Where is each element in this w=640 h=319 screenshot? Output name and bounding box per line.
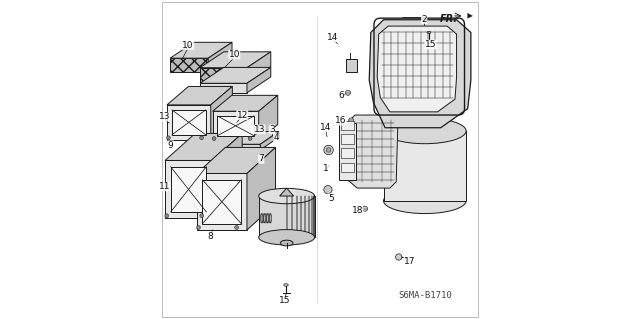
Text: 14: 14 (320, 122, 332, 132)
Text: 3: 3 (269, 125, 275, 134)
Ellipse shape (270, 213, 271, 223)
Text: 4: 4 (273, 133, 279, 142)
Ellipse shape (259, 188, 315, 204)
Polygon shape (259, 196, 315, 237)
Text: 12: 12 (237, 111, 248, 120)
Text: 18: 18 (352, 206, 364, 215)
Polygon shape (247, 52, 271, 83)
Polygon shape (202, 180, 241, 224)
Ellipse shape (427, 31, 431, 33)
Polygon shape (208, 42, 232, 72)
Ellipse shape (383, 188, 466, 214)
Ellipse shape (265, 213, 267, 223)
Circle shape (248, 137, 252, 140)
Polygon shape (339, 123, 356, 180)
Text: 10: 10 (228, 50, 240, 59)
Circle shape (196, 226, 200, 229)
Text: 16: 16 (335, 116, 346, 125)
Text: 14: 14 (327, 33, 339, 42)
Circle shape (200, 136, 204, 140)
Polygon shape (340, 148, 355, 158)
Text: 15: 15 (279, 296, 291, 305)
Polygon shape (200, 68, 247, 83)
Polygon shape (280, 188, 294, 196)
Polygon shape (172, 110, 205, 135)
Polygon shape (377, 26, 456, 112)
Text: 8: 8 (207, 232, 213, 241)
Text: 13: 13 (254, 125, 266, 134)
Polygon shape (200, 52, 271, 68)
Text: 6: 6 (339, 91, 344, 100)
Text: 15: 15 (425, 40, 436, 49)
Polygon shape (167, 86, 232, 105)
Ellipse shape (280, 240, 293, 246)
Circle shape (324, 186, 332, 194)
Circle shape (212, 137, 216, 140)
Circle shape (346, 90, 351, 95)
Text: 10: 10 (182, 41, 194, 50)
Polygon shape (348, 115, 398, 188)
Polygon shape (196, 174, 247, 230)
Polygon shape (200, 67, 271, 83)
Polygon shape (369, 20, 471, 128)
Ellipse shape (268, 213, 270, 223)
Polygon shape (200, 83, 247, 93)
Polygon shape (196, 147, 276, 174)
Polygon shape (340, 121, 355, 130)
Polygon shape (247, 67, 271, 93)
Polygon shape (259, 95, 278, 140)
Ellipse shape (262, 213, 264, 223)
Polygon shape (468, 13, 472, 18)
Ellipse shape (383, 118, 466, 144)
Polygon shape (171, 167, 206, 212)
Circle shape (362, 206, 367, 211)
Text: S6MA-B1710: S6MA-B1710 (398, 291, 452, 300)
Polygon shape (214, 144, 260, 150)
Circle shape (235, 226, 239, 229)
Circle shape (396, 254, 402, 260)
Text: 5: 5 (328, 194, 333, 203)
Text: 13: 13 (159, 112, 170, 121)
Text: 11: 11 (159, 182, 170, 191)
Circle shape (200, 214, 204, 218)
Ellipse shape (284, 284, 288, 286)
Circle shape (326, 148, 331, 152)
Text: 9: 9 (168, 141, 173, 150)
Polygon shape (218, 116, 254, 136)
Polygon shape (211, 86, 232, 140)
Text: 7: 7 (259, 154, 264, 163)
Text: 2: 2 (421, 15, 427, 24)
Polygon shape (346, 59, 357, 72)
Polygon shape (212, 111, 259, 140)
Circle shape (324, 145, 333, 155)
Polygon shape (214, 131, 278, 144)
Ellipse shape (260, 213, 262, 223)
Ellipse shape (259, 230, 315, 245)
Polygon shape (170, 42, 232, 58)
Polygon shape (212, 95, 278, 111)
Polygon shape (165, 133, 242, 160)
Ellipse shape (267, 213, 268, 223)
Polygon shape (212, 133, 242, 218)
Polygon shape (260, 131, 278, 150)
Circle shape (349, 118, 354, 123)
Text: 1: 1 (323, 164, 328, 173)
Polygon shape (167, 105, 211, 140)
Text: 17: 17 (404, 257, 415, 266)
Polygon shape (383, 131, 466, 201)
Polygon shape (247, 147, 276, 230)
Polygon shape (170, 58, 208, 72)
Circle shape (165, 214, 168, 218)
Circle shape (166, 136, 170, 140)
Text: FR.: FR. (440, 14, 458, 24)
Polygon shape (340, 163, 355, 172)
Polygon shape (165, 160, 212, 218)
Ellipse shape (264, 213, 265, 223)
Polygon shape (340, 134, 355, 144)
